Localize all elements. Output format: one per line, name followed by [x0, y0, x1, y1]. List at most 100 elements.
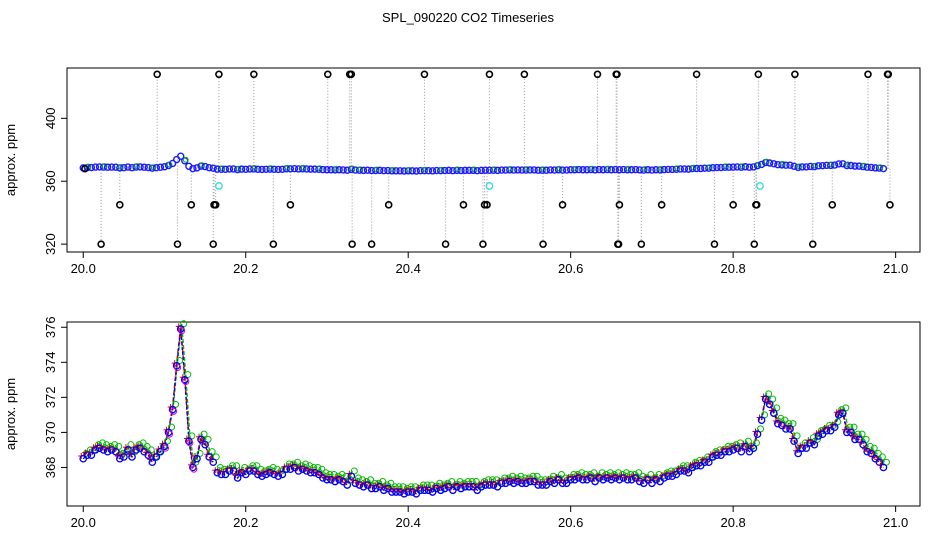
co2-point	[140, 163, 148, 171]
co2-point	[713, 163, 721, 172]
co2-point	[396, 167, 404, 175]
blue-point	[396, 488, 404, 496]
blue-point	[497, 479, 506, 488]
blue-point	[595, 474, 603, 482]
co2-smoothed-point	[182, 156, 189, 163]
green-series-line	[83, 323, 215, 465]
magenta-point	[182, 378, 190, 386]
blue-point	[408, 488, 417, 496]
co2-point	[847, 161, 855, 170]
magenta-point	[186, 439, 194, 447]
top-plot-frame	[66, 67, 921, 253]
raw-point	[886, 201, 894, 209]
blue-point	[355, 481, 364, 489]
x-tick-label: 20.6	[558, 515, 583, 530]
blue-point	[294, 467, 303, 475]
co2-point	[290, 164, 299, 173]
blue-point	[457, 484, 465, 493]
blue-point	[859, 440, 867, 449]
blue-point	[713, 451, 721, 460]
blue-point	[229, 467, 238, 475]
raw-point	[81, 164, 89, 173]
x-tick-label: 20.8	[720, 261, 745, 276]
y-tick-label: 376	[43, 316, 58, 338]
x-tick-label: 21.0	[883, 261, 908, 276]
co2-point	[209, 164, 217, 172]
raw-point	[791, 70, 799, 79]
bottom-x-axis: 20.0 20.2 20.4 20.6 20.8 21.0	[71, 506, 908, 530]
co2-point	[562, 166, 571, 174]
blue-point	[128, 453, 136, 461]
blue-point	[765, 400, 774, 409]
co2-point	[867, 163, 875, 172]
blue-point	[453, 482, 461, 491]
co2-point	[831, 161, 839, 169]
magenta-point	[166, 430, 174, 438]
blue-point	[436, 486, 445, 495]
blue-point	[310, 468, 319, 477]
blue-point	[416, 486, 425, 495]
co2-point	[851, 162, 859, 170]
co2-point	[473, 166, 481, 175]
top-y-axis: 320 360 400	[43, 107, 67, 255]
blue-point	[867, 449, 876, 458]
y-tick-label: 360	[43, 170, 58, 192]
raw-point	[97, 240, 105, 248]
co2-point	[863, 163, 871, 171]
blue-point	[566, 475, 575, 484]
blue-point	[721, 447, 729, 456]
co2-point	[274, 165, 282, 174]
co2-point	[611, 165, 620, 174]
blue-point	[278, 470, 287, 479]
blue-point	[197, 435, 205, 444]
y-tick-label: 370	[43, 422, 58, 444]
blue-point	[798, 444, 807, 453]
co2-point	[575, 165, 583, 174]
raw-point	[187, 201, 196, 209]
x-tick-label: 20.2	[233, 515, 258, 530]
blue-point	[664, 472, 673, 481]
blue-point	[302, 467, 311, 475]
blue-point	[481, 481, 490, 489]
blue-point	[802, 444, 811, 453]
blue-point	[627, 475, 636, 484]
co2-point	[497, 166, 506, 174]
raw-point	[729, 201, 737, 209]
co2-point	[542, 166, 551, 174]
co2-point	[514, 166, 522, 174]
co2-point	[160, 163, 169, 171]
co2-point	[879, 164, 888, 173]
red-series-line	[82, 326, 214, 468]
blue-point	[847, 428, 855, 437]
blue-point	[607, 475, 616, 484]
blue-point	[704, 458, 713, 467]
co2-point	[339, 166, 347, 174]
raw-point	[384, 201, 393, 209]
green-series-line	[490, 471, 621, 483]
co2-point	[790, 162, 798, 170]
raw-point	[483, 201, 491, 209]
blue-point	[331, 477, 339, 486]
blue-point	[461, 482, 469, 491]
co2-point	[835, 160, 843, 168]
blue-point	[91, 446, 100, 454]
blue-point	[156, 447, 165, 456]
co2-point	[526, 166, 534, 174]
raw-point	[754, 70, 763, 79]
x-tick-label: 20.8	[720, 515, 745, 530]
blue-point	[392, 488, 400, 496]
blue-point	[193, 454, 201, 463]
co2-point	[631, 165, 640, 174]
co2-point	[177, 152, 185, 160]
blue-point	[615, 475, 624, 484]
co2-point	[359, 166, 368, 175]
co2-point	[766, 159, 774, 167]
blue-point	[144, 451, 153, 460]
co2-point	[168, 159, 177, 168]
magenta-point	[161, 444, 169, 452]
blue-point	[579, 475, 587, 484]
raw-point	[615, 201, 624, 209]
blue-point	[879, 463, 888, 472]
raw-point	[479, 240, 487, 248]
blue-point	[205, 453, 214, 461]
